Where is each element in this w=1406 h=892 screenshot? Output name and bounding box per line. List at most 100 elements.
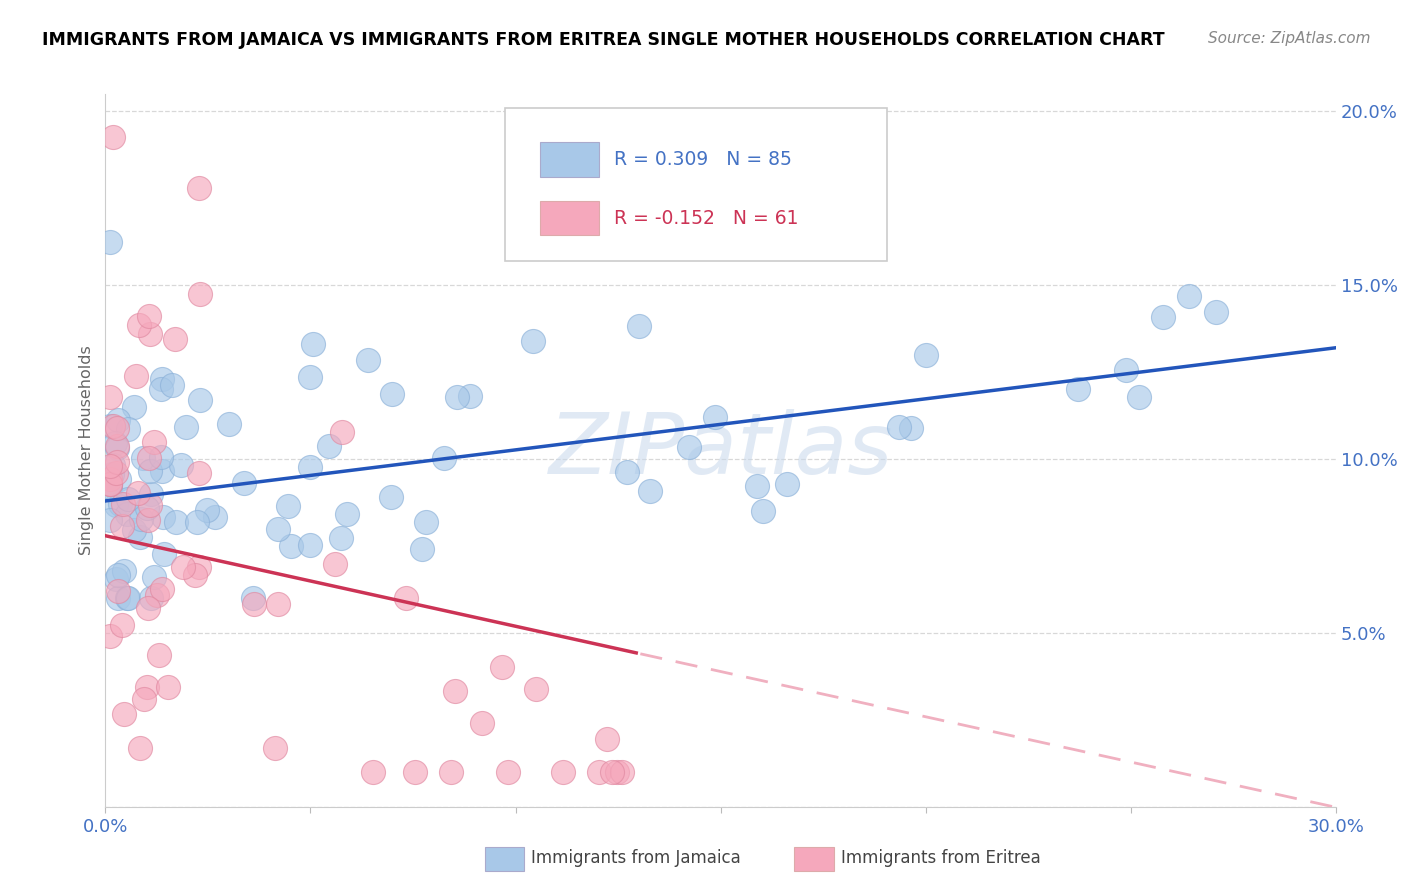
Point <box>900 421 922 435</box>
Point <box>704 410 727 425</box>
Point <box>176 419 198 434</box>
Point <box>162 378 184 392</box>
Point <box>108 497 131 511</box>
Point <box>104 466 127 480</box>
Point <box>105 441 128 455</box>
Point <box>98 472 121 486</box>
Point <box>264 740 287 755</box>
Point <box>188 467 211 481</box>
Point <box>404 765 426 780</box>
Point <box>156 680 179 694</box>
Point <box>98 477 121 491</box>
Point <box>150 450 173 465</box>
Point <box>105 439 128 453</box>
Point <box>98 477 121 491</box>
Point <box>395 591 418 606</box>
Point <box>361 765 384 780</box>
Point <box>444 684 467 698</box>
Point <box>204 510 226 524</box>
Point <box>105 455 128 469</box>
Point <box>152 547 174 561</box>
Point <box>242 591 264 606</box>
Text: IMMIGRANTS FROM JAMAICA VS IMMIGRANTS FROM ERITREA SINGLE MOTHER HOUSEHOLDS CORR: IMMIGRANTS FROM JAMAICA VS IMMIGRANTS FR… <box>42 31 1164 49</box>
Point <box>357 352 380 367</box>
Point <box>1128 390 1150 404</box>
Point <box>105 421 128 435</box>
Point <box>107 584 129 599</box>
Point <box>141 486 163 500</box>
Point <box>128 318 150 333</box>
Point <box>596 731 619 746</box>
Point <box>98 459 121 474</box>
Point <box>752 504 775 518</box>
Point <box>136 513 159 527</box>
Point <box>108 473 131 487</box>
Point <box>600 765 623 780</box>
Point <box>323 557 346 571</box>
Point <box>915 348 938 362</box>
Point <box>233 475 256 490</box>
Point <box>186 516 208 530</box>
Point <box>103 458 125 473</box>
Point <box>142 434 165 449</box>
Point <box>110 617 132 632</box>
Point <box>115 591 138 606</box>
Point <box>172 559 194 574</box>
Point <box>381 386 404 401</box>
Point <box>117 492 139 507</box>
Point <box>188 393 211 408</box>
Point <box>139 498 162 512</box>
Point <box>610 765 633 780</box>
Point <box>129 741 152 756</box>
Point <box>139 464 162 478</box>
Point <box>195 503 218 517</box>
Point <box>107 412 129 426</box>
Point <box>267 523 290 537</box>
Point <box>170 458 193 473</box>
Point <box>107 591 129 606</box>
Point <box>117 591 139 606</box>
Point <box>112 564 135 578</box>
Point <box>299 538 322 552</box>
Point <box>107 568 129 582</box>
Point <box>132 692 155 706</box>
Point <box>411 541 433 556</box>
Point <box>136 501 159 516</box>
Point <box>218 417 240 432</box>
Point <box>628 319 651 334</box>
Point <box>138 451 160 466</box>
Point <box>433 451 456 466</box>
Point <box>135 680 157 694</box>
Point <box>98 235 121 249</box>
Text: R = -0.152   N = 61: R = -0.152 N = 61 <box>613 209 799 227</box>
Bar <box>540 201 599 235</box>
Point <box>318 439 340 453</box>
Point <box>616 465 638 479</box>
Point <box>1115 363 1137 377</box>
Point <box>522 334 544 348</box>
Point <box>640 483 662 498</box>
Point <box>1152 310 1174 324</box>
Point <box>299 370 322 384</box>
Point <box>458 389 481 403</box>
Point <box>491 660 513 674</box>
Text: Immigrants from Jamaica: Immigrants from Jamaica <box>531 849 741 867</box>
Point <box>588 765 610 780</box>
Point <box>122 523 145 537</box>
Point <box>150 582 173 596</box>
Point <box>152 510 174 524</box>
Point <box>143 570 166 584</box>
Point <box>112 498 135 512</box>
Point <box>1205 305 1227 319</box>
Point <box>150 372 173 386</box>
Point <box>104 435 127 450</box>
Point <box>299 460 322 475</box>
Point <box>129 511 152 525</box>
Point <box>415 515 437 529</box>
Point <box>101 130 124 145</box>
Point <box>184 568 207 582</box>
Point <box>125 369 148 384</box>
Point <box>98 480 121 494</box>
Point <box>100 467 122 481</box>
Point <box>280 539 302 553</box>
